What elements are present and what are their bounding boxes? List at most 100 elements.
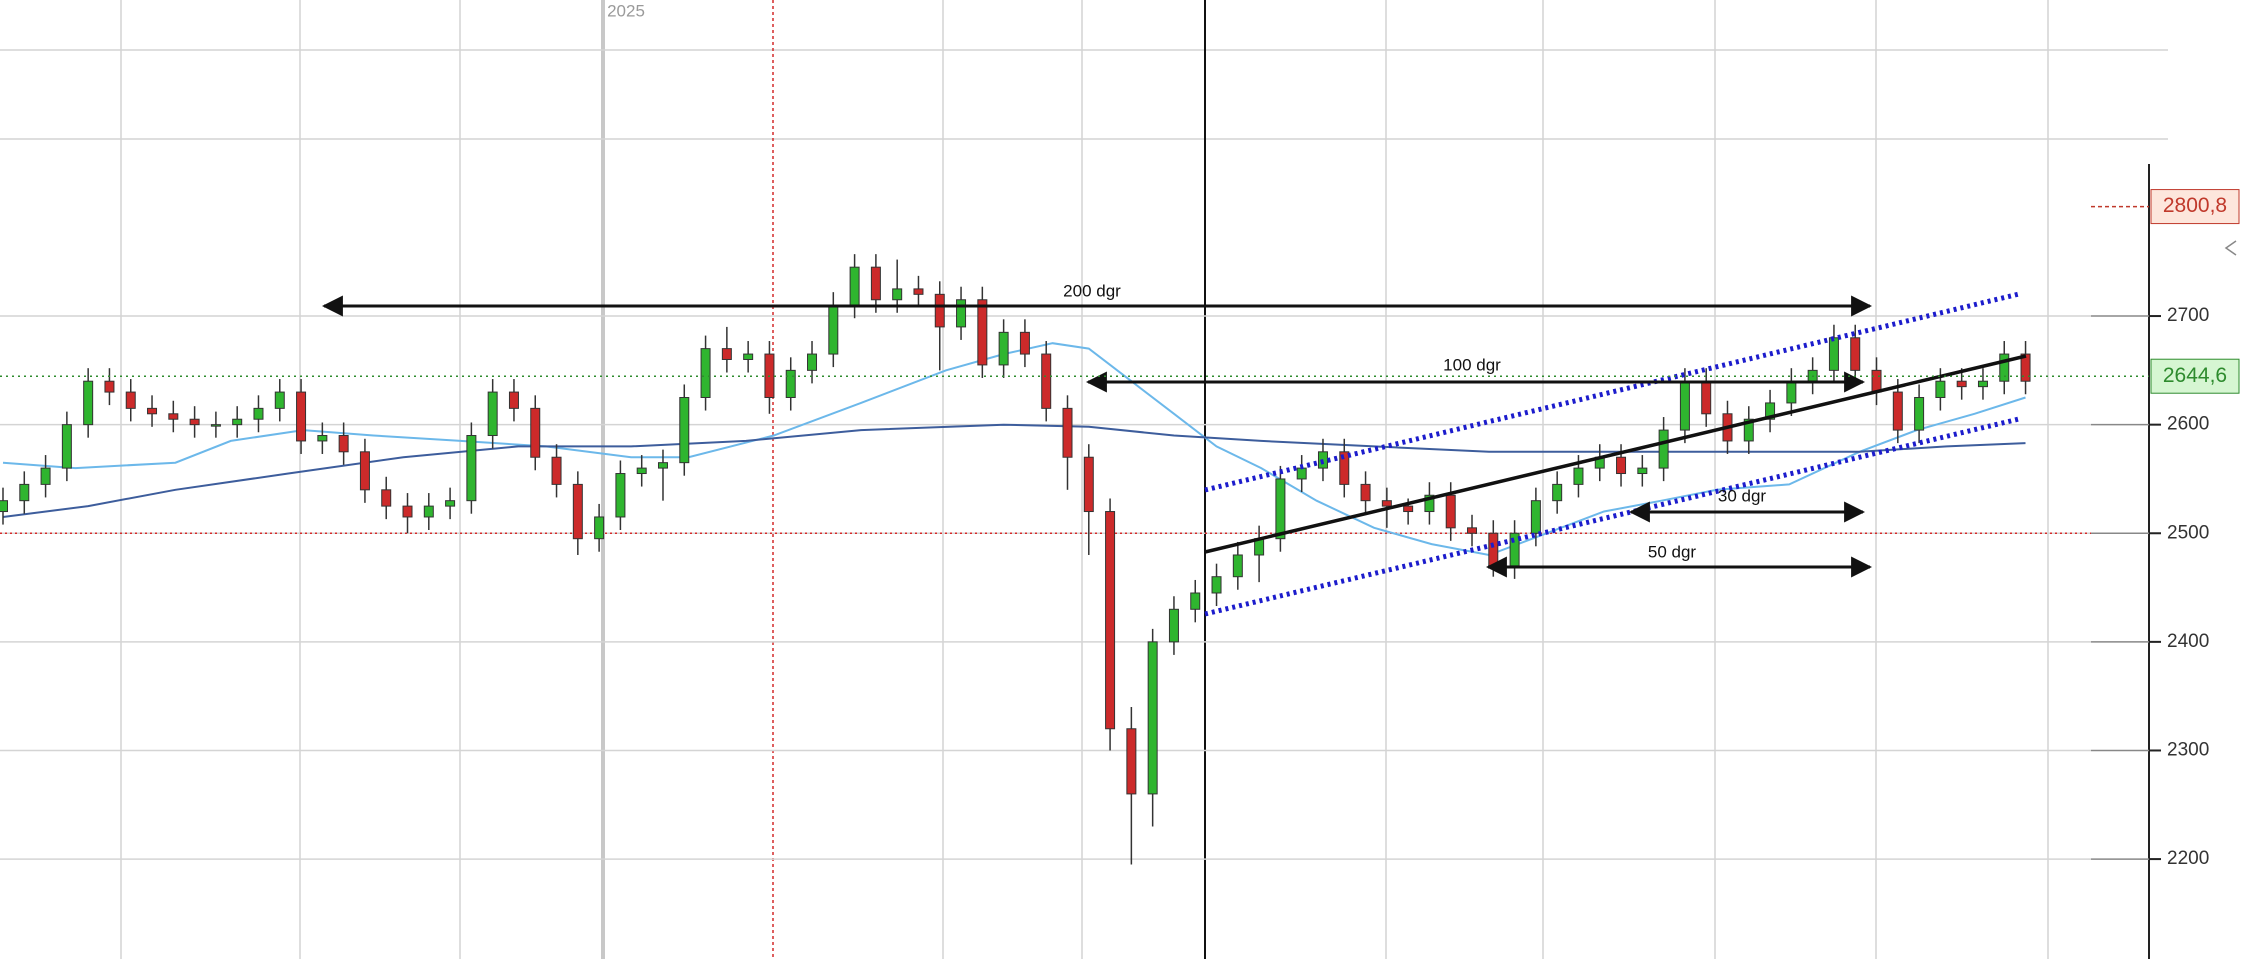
candle-body bbox=[892, 288, 903, 301]
candle-body bbox=[956, 299, 967, 328]
candle-body bbox=[147, 407, 158, 415]
candle-body bbox=[1296, 467, 1307, 480]
candle-body bbox=[1275, 478, 1286, 540]
candle-body bbox=[785, 369, 796, 399]
candle-body bbox=[657, 462, 668, 469]
candle-body bbox=[551, 456, 562, 485]
candle-body bbox=[1083, 456, 1094, 513]
year-label: 2025 bbox=[607, 1, 645, 20]
annotation: 30 dgr bbox=[1718, 486, 1767, 505]
candle-body bbox=[1765, 402, 1776, 420]
candle-body bbox=[1445, 494, 1456, 529]
candle-body bbox=[274, 391, 285, 409]
candle-body bbox=[296, 391, 307, 442]
candle-body bbox=[977, 299, 988, 366]
candle-body bbox=[1786, 380, 1797, 404]
candle-body bbox=[594, 516, 605, 540]
y-tick-label: 2700 bbox=[2167, 305, 2209, 326]
candle-body bbox=[1892, 391, 1903, 431]
candle-body bbox=[125, 391, 136, 409]
y-tick-label: 2200 bbox=[2167, 848, 2209, 869]
candle-body bbox=[1126, 728, 1137, 795]
candle-body bbox=[487, 391, 498, 437]
candle-body bbox=[700, 348, 711, 399]
top-grid bbox=[0, 49, 2168, 140]
candle-body bbox=[721, 348, 732, 360]
candle-body bbox=[1041, 353, 1052, 409]
candle-body bbox=[1552, 483, 1563, 502]
candle-body bbox=[508, 391, 519, 409]
candle-body bbox=[317, 435, 328, 442]
y-tick-label: 2600 bbox=[2167, 414, 2209, 435]
candle-body bbox=[1424, 494, 1435, 513]
y-tick-label: 2300 bbox=[2167, 739, 2209, 760]
candle-body bbox=[104, 380, 115, 393]
scroll-marker bbox=[2224, 240, 2237, 256]
candle-body bbox=[849, 266, 860, 306]
annotation: 50 dgr bbox=[1648, 542, 1697, 561]
candle-body bbox=[1637, 467, 1648, 475]
candle-body bbox=[1999, 353, 2010, 382]
candle-body bbox=[1701, 380, 1712, 415]
label-layer: 2200 2300 2400 2500 2600 2700 2800,8 2644,6 bbox=[0, 189, 2240, 869]
price-label-box bbox=[2150, 189, 2240, 225]
candle-body bbox=[1168, 608, 1179, 643]
candle-body bbox=[19, 483, 30, 502]
candle-body bbox=[572, 483, 583, 540]
candle-body bbox=[1871, 369, 1882, 393]
drawings: 200 dgr 100 dgr 30 dgr 50 dgr bbox=[321, 240, 2237, 617]
y-tick-label: 2400 bbox=[2167, 631, 2209, 652]
candle-body bbox=[2020, 353, 2031, 382]
candle-body bbox=[0, 500, 8, 513]
trend-line bbox=[1204, 354, 2027, 554]
candle-body bbox=[381, 489, 392, 507]
candle-body bbox=[253, 407, 264, 420]
candle-body bbox=[530, 407, 541, 458]
candle-body bbox=[615, 473, 626, 518]
candle-body bbox=[1232, 554, 1243, 578]
candle-body bbox=[1743, 418, 1754, 442]
candle-body bbox=[1956, 380, 1967, 388]
candle-body bbox=[210, 424, 221, 427]
candle-body bbox=[913, 288, 924, 295]
candle-body bbox=[168, 413, 179, 420]
candle-body bbox=[1850, 337, 1861, 371]
price-label-box bbox=[2150, 358, 2240, 394]
candle-body bbox=[1339, 451, 1350, 485]
candle-body bbox=[636, 467, 647, 475]
price-label: 2800,8 bbox=[2163, 194, 2227, 217]
candle-body bbox=[1105, 511, 1116, 730]
annotation: 200 dgr bbox=[1063, 281, 1121, 300]
candle-body bbox=[1914, 397, 1925, 431]
candle-body bbox=[679, 397, 690, 464]
candle-body bbox=[1467, 527, 1478, 534]
y-tick-label: 2500 bbox=[2167, 522, 2209, 543]
candle-body bbox=[1488, 532, 1499, 567]
candle-body bbox=[402, 505, 413, 518]
candle-body bbox=[743, 353, 754, 360]
candle-body bbox=[466, 435, 477, 502]
candle-body bbox=[1573, 467, 1584, 485]
annotation: 100 dgr bbox=[1443, 355, 1501, 374]
candle-body bbox=[1147, 641, 1158, 795]
candle-body bbox=[998, 331, 1009, 366]
candle-body bbox=[1658, 429, 1669, 469]
candle-body bbox=[1679, 380, 1690, 431]
candle-body bbox=[1977, 380, 1988, 388]
candle-body bbox=[338, 435, 349, 453]
candle-body bbox=[1019, 331, 1030, 355]
candle-body bbox=[189, 418, 200, 426]
candle-body bbox=[359, 451, 370, 491]
candle-body bbox=[61, 424, 72, 469]
price-label: 2644,6 bbox=[2163, 364, 2227, 387]
candle-body bbox=[1828, 337, 1839, 371]
candle-body bbox=[1360, 483, 1371, 502]
moving-average bbox=[2, 423, 2026, 518]
candle-body bbox=[1381, 500, 1392, 507]
candle-body bbox=[232, 418, 243, 426]
candle-body bbox=[445, 500, 456, 507]
candle-body bbox=[1403, 505, 1414, 513]
